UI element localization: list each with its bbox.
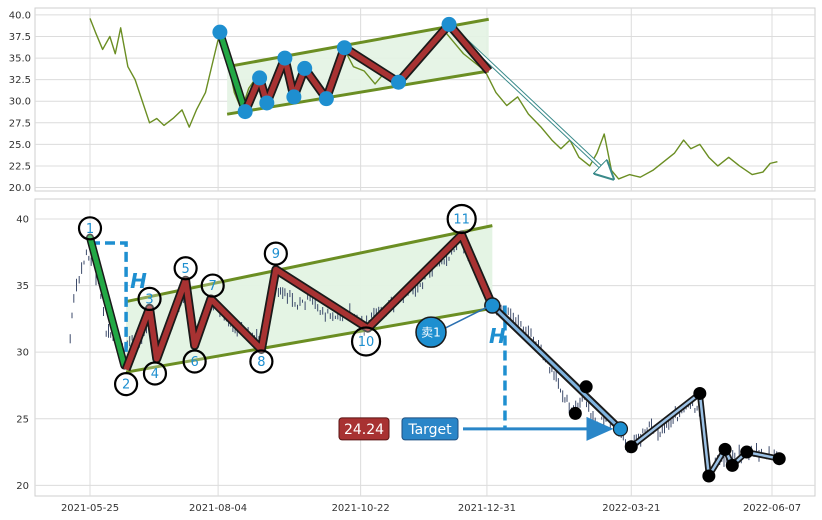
pivot-label-circle	[142, 361, 168, 386]
pivot-label-text: 4	[151, 367, 159, 382]
target-box	[401, 417, 459, 441]
black-point-marker	[740, 445, 754, 459]
target-value-text: 24.24	[344, 422, 384, 438]
bottom-channel-fill	[126, 225, 493, 373]
pivot-label-circle	[113, 372, 139, 397]
top-ytick-label: 20.0	[9, 183, 31, 194]
top-price-panel: 20.0 22.5 25.0 27.5 30.0 32.5 35.0 37.5 40.0	[9, 7, 816, 194]
black-point-marker	[718, 442, 732, 456]
h-bracket-left	[90, 241, 128, 371]
pivot-label-circle	[200, 273, 225, 298]
bottom-plot-area	[69, 224, 786, 483]
pivot-label-text: 2	[122, 378, 130, 393]
pivot-label-text: 5	[181, 262, 189, 277]
pivot-label-circle	[350, 326, 382, 357]
sell-badge-connector	[444, 306, 487, 329]
target-box-text: Target	[407, 422, 452, 438]
pivot-label-text: 3	[145, 292, 153, 307]
top-ytick-label: 35.0	[9, 54, 31, 65]
pivot-label-text: 9	[272, 247, 280, 262]
bottom-ytick-label: 25	[16, 414, 29, 425]
top-pivot-marker	[212, 24, 228, 40]
pivot-label-circle	[446, 203, 477, 235]
top-ytick-label: 32.5	[9, 75, 31, 86]
h-label-left: H	[130, 269, 147, 293]
xtick-label: 2021-08-04	[189, 503, 247, 514]
sell-badge-text: 卖1	[421, 326, 441, 340]
pivot-label-text: 6	[191, 355, 199, 370]
pivot-label-text: 7	[209, 279, 217, 294]
bottom-ytick-label: 35	[16, 281, 29, 292]
target-point-marker	[612, 421, 629, 437]
black-point-marker	[702, 469, 716, 483]
top-pivot-marker	[252, 70, 268, 86]
sell-badge	[415, 316, 447, 348]
top-ytick-label: 22.5	[9, 161, 31, 172]
top-impulse-leg	[217, 29, 248, 115]
top-pivot-marker	[391, 74, 407, 90]
breakout-path	[491, 304, 622, 430]
bottom-zigzag	[123, 232, 495, 371]
pivot-label-circle	[77, 216, 103, 241]
pivot-label-text: 11	[453, 212, 470, 227]
pivot-label-circle	[173, 256, 198, 281]
top-ytick-label: 25.0	[9, 140, 31, 151]
sell-point-marker	[484, 297, 501, 314]
black-point-marker	[568, 406, 582, 420]
top-pivot-marker	[336, 40, 352, 56]
pivot-label-circle	[249, 349, 274, 374]
black-point-marker	[772, 452, 786, 466]
xtick-label: 2021-12-31	[458, 503, 516, 514]
black-point-marker	[693, 386, 707, 400]
top-ytick-label: 30.0	[9, 97, 31, 108]
top-ytick-label: 27.5	[9, 118, 31, 129]
xtick-label: 2022-06-07	[743, 503, 801, 514]
bottom-ytick-label: 20	[16, 481, 29, 492]
top-ytick-label: 37.5	[9, 32, 31, 43]
bottom-ytick-label: 40	[16, 214, 29, 225]
pivot-label-circle	[182, 349, 207, 374]
bottom-impulse-leg	[87, 235, 127, 368]
top-pivot-marker	[318, 91, 334, 107]
top-pivot-marker	[237, 104, 253, 120]
pivot-label-text: 1	[86, 222, 94, 237]
top-pivot-marker	[286, 89, 302, 105]
pivot-label-text: 10	[358, 335, 375, 350]
top-pivot-marker	[277, 50, 293, 66]
target-value-box	[338, 417, 390, 441]
xtick-label: 2021-05-25	[61, 503, 119, 514]
top-ytick-label: 40.0	[9, 10, 31, 21]
pivot-label-text: 8	[257, 355, 265, 370]
black-point-marker	[725, 458, 739, 472]
black-point-marker	[624, 440, 638, 454]
xtick-label: 2021-10-22	[332, 503, 390, 514]
h-label-right: H	[489, 324, 506, 348]
top-plot-area	[89, 16, 778, 179]
top-pivot-marker	[441, 16, 457, 32]
top-pivot-marker	[297, 60, 313, 76]
bottom-ytick-label: 30	[16, 348, 29, 359]
xtick-label: 2022-03-21	[602, 503, 660, 514]
top-pivot-marker	[259, 95, 275, 111]
black-point-marker	[579, 380, 593, 394]
pivot-label-circle	[137, 286, 162, 311]
pivot-label-circle	[263, 241, 288, 266]
